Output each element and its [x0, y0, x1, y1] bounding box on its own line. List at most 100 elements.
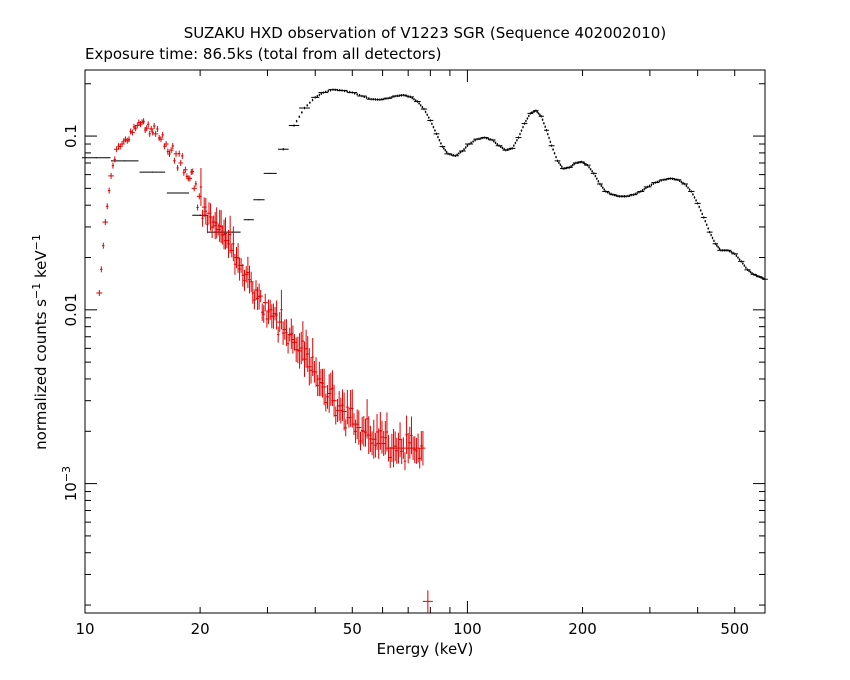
data-point [404, 94, 406, 97]
data-point [539, 113, 541, 117]
data-point [610, 192, 612, 196]
plot-border [84, 69, 766, 614]
data-point [334, 88, 337, 92]
data-point [648, 184, 651, 188]
data-point [698, 205, 700, 209]
data-point [321, 368, 324, 398]
data-point [444, 149, 447, 152]
data-point [706, 230, 713, 234]
data-point [408, 426, 412, 459]
data-point [526, 117, 529, 120]
data-point [721, 249, 724, 252]
data-point [301, 321, 305, 361]
data-point [563, 167, 566, 170]
data-point [521, 122, 528, 125]
data-point [508, 148, 510, 151]
data-point [584, 163, 591, 167]
data-point [591, 170, 593, 173]
data-point [704, 219, 707, 223]
data-point [543, 129, 550, 132]
data-point [316, 374, 319, 397]
data-point [106, 203, 109, 210]
data-point [577, 161, 580, 164]
data-point [113, 146, 120, 153]
data-point [459, 151, 462, 154]
data-point [343, 89, 346, 93]
y-tick-label: 10−3 [60, 466, 80, 501]
data-point [692, 193, 694, 196]
data-point [450, 153, 453, 157]
data-point [602, 190, 610, 193]
data-point [168, 147, 174, 154]
data-point [421, 105, 424, 109]
data-point [643, 187, 646, 191]
data-point [161, 131, 164, 138]
data-point [376, 98, 379, 101]
axis-ticks [84, 70, 766, 613]
data-point [603, 188, 606, 191]
data-point [673, 177, 676, 181]
data-point [298, 115, 301, 118]
data-point [711, 236, 714, 240]
data-point [671, 177, 674, 181]
data-point [464, 146, 467, 149]
data-point [667, 177, 670, 181]
data-point [688, 188, 691, 191]
data-point [480, 137, 482, 140]
data-point [487, 137, 490, 140]
data-point [410, 416, 413, 455]
data-point [528, 114, 530, 118]
data-point [588, 166, 590, 169]
x-tick-labels: 10 20 50 100 200 500 [75, 620, 749, 638]
data-point [331, 370, 334, 407]
data-point [650, 183, 653, 186]
data-point [678, 179, 681, 183]
data-point [652, 182, 655, 185]
data-point [579, 160, 582, 164]
data-point [571, 164, 574, 167]
data-point [272, 303, 275, 329]
data-point [748, 269, 750, 273]
data-point [666, 177, 668, 181]
data-point [751, 272, 753, 275]
data-point [326, 385, 329, 409]
data-point [383, 97, 385, 101]
data-point [493, 140, 495, 143]
data-point [256, 287, 259, 311]
data-point [265, 310, 269, 328]
data-point [567, 166, 569, 169]
data-point [166, 148, 170, 155]
data-point [552, 148, 554, 151]
data-point [427, 116, 430, 119]
data-point [232, 226, 235, 262]
data-point [194, 180, 198, 187]
data-point [291, 325, 295, 354]
data-point [393, 431, 397, 461]
data-point [437, 135, 439, 139]
data-point [277, 148, 289, 151]
data-point [398, 94, 401, 97]
data-point [695, 199, 697, 202]
data-point [319, 368, 323, 397]
x-tick-label: 500 [720, 620, 749, 638]
y-axis-label-sup2: −1 [30, 234, 43, 250]
x-tick-label: 100 [453, 620, 482, 638]
data-point [306, 336, 309, 372]
data-point [124, 136, 127, 143]
data-point [420, 107, 428, 111]
data-point [182, 169, 186, 176]
data-point [495, 144, 503, 147]
data-point [341, 389, 344, 421]
data-point [311, 337, 314, 377]
data-point [432, 125, 435, 129]
y-tick-labels: 0.1 0.01 10−3 [60, 124, 80, 501]
data-point [602, 186, 604, 189]
x-tick-label: 10 [75, 620, 94, 638]
data-point [246, 256, 250, 289]
data-point [449, 153, 451, 156]
data-point [398, 422, 402, 457]
data-point [426, 113, 428, 116]
data-point [463, 148, 465, 151]
series-2 [96, 118, 433, 613]
data-point [762, 277, 765, 280]
